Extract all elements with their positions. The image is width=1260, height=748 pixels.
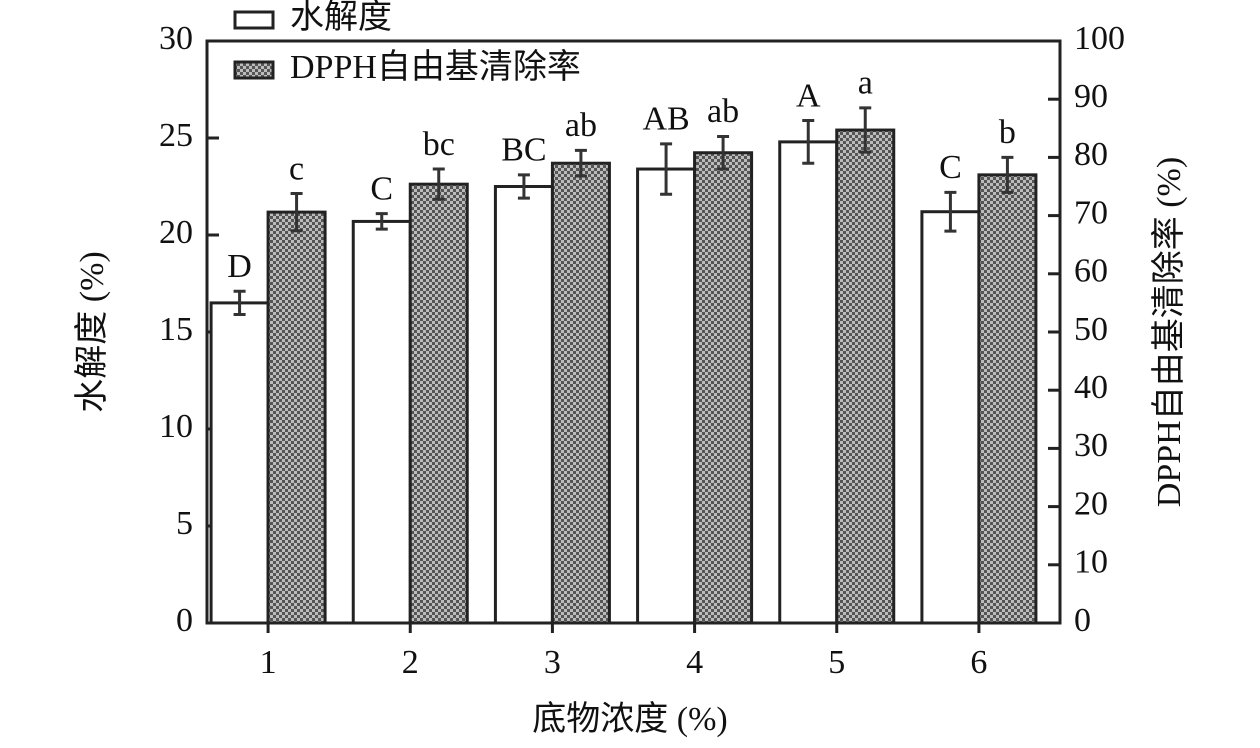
significance-label: C — [370, 170, 393, 207]
bar — [920, 210, 981, 625]
legend-swatch — [233, 60, 275, 80]
error-bar — [517, 173, 530, 200]
error-bar — [1001, 155, 1014, 194]
x-tick-label: 2 — [402, 644, 419, 681]
y-tick-label: 0 — [176, 602, 193, 639]
y2-tick-label: 50 — [1074, 311, 1108, 348]
significance-label: a — [858, 65, 873, 102]
error-bar — [802, 119, 815, 165]
error-bar — [233, 289, 246, 317]
error-bar — [944, 190, 957, 233]
y2-tick-label: 0 — [1074, 602, 1091, 639]
significance-label: AB — [642, 101, 689, 138]
error-bar — [432, 167, 445, 201]
x-tick-label: 4 — [686, 644, 703, 681]
error-bar — [375, 212, 388, 231]
error-bar — [290, 191, 303, 233]
legend-swatch — [233, 10, 275, 30]
y2-tick-label: 30 — [1074, 427, 1108, 464]
bar — [266, 210, 327, 625]
y-tick-label: 15 — [159, 311, 193, 348]
y-tick-label: 30 — [159, 20, 193, 57]
significance-label: C — [939, 149, 962, 186]
significance-label: BC — [501, 132, 546, 169]
significance-label: ab — [707, 93, 739, 130]
bar — [493, 185, 554, 625]
error-bar — [717, 134, 730, 171]
y2-tick-label: 20 — [1074, 485, 1108, 522]
y-axis-label: 水解度 (%) — [73, 251, 111, 412]
y-tick-label: 25 — [159, 117, 193, 154]
bar — [636, 167, 697, 625]
y2-tick-label: 100 — [1074, 20, 1125, 57]
x-tick-label: 5 — [828, 644, 845, 681]
significance-label: A — [796, 77, 821, 114]
significance-label: bc — [423, 126, 455, 163]
bar — [778, 140, 839, 625]
bar — [351, 219, 412, 625]
y-tick-label: 20 — [159, 214, 193, 251]
y-tick-label: 10 — [159, 408, 193, 445]
x-tick-label: 1 — [260, 644, 277, 681]
y2-tick-label: 10 — [1074, 544, 1108, 581]
significance-label: ab — [565, 107, 597, 144]
bar — [209, 301, 270, 625]
y2-tick-label: 40 — [1074, 369, 1108, 406]
legend-label: 水解度 — [290, 0, 392, 36]
bar — [977, 173, 1038, 625]
y2-tick-label: 70 — [1074, 194, 1108, 231]
legend-label: DPPH自由基清除率 — [290, 48, 581, 86]
bar — [835, 128, 896, 625]
y2-tick-label: 60 — [1074, 253, 1108, 290]
bar — [550, 161, 611, 625]
x-axis-label: 底物浓度 (%) — [532, 700, 727, 738]
y2-tick-label: 80 — [1074, 136, 1108, 173]
significance-label: c — [289, 150, 304, 187]
significance-label: b — [999, 114, 1016, 151]
y2-axis-label: DPPH自由基清除率 (%) — [1150, 157, 1188, 507]
error-bar — [660, 142, 673, 196]
significance-label: D — [227, 248, 252, 285]
x-tick-label: 6 — [970, 644, 987, 681]
error-bar — [574, 148, 587, 178]
bar — [408, 182, 469, 625]
bar — [693, 151, 754, 625]
x-tick-label: 3 — [544, 644, 561, 681]
y-tick-label: 5 — [176, 505, 193, 542]
error-bar — [859, 106, 872, 154]
y2-tick-label: 90 — [1074, 78, 1108, 115]
